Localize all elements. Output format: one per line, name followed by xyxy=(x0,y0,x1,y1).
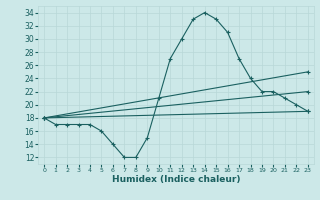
X-axis label: Humidex (Indice chaleur): Humidex (Indice chaleur) xyxy=(112,175,240,184)
